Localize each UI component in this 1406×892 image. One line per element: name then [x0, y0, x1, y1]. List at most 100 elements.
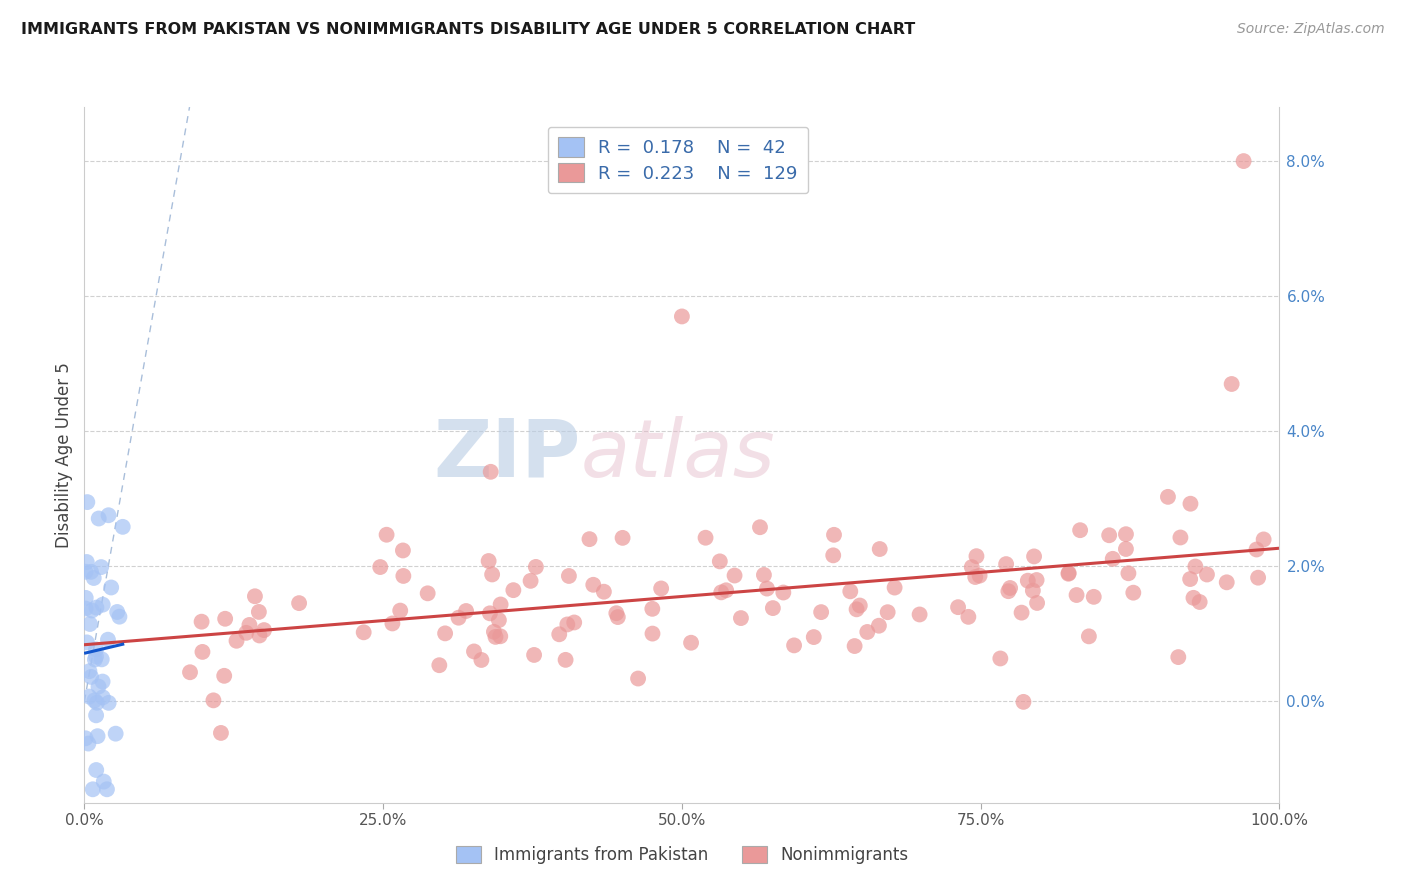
- Point: [90, 652, 112, 666]
- Point: [582, 578, 605, 592]
- Point: [105, 605, 128, 619]
- Point: [593, 584, 616, 599]
- Point: [83, 693, 105, 707]
- Point: [87, 511, 110, 525]
- Point: [381, 616, 404, 631]
- Point: [1157, 490, 1180, 504]
- Point: [470, 653, 492, 667]
- Point: [97, 632, 120, 647]
- Point: [998, 581, 1021, 595]
- Point: [995, 557, 1018, 571]
- Point: [482, 624, 505, 639]
- Point: [1182, 591, 1205, 605]
- Point: [519, 574, 541, 588]
- Point: [1026, 596, 1049, 610]
- Point: [1101, 551, 1123, 566]
- Point: [1012, 695, 1035, 709]
- Point: [1011, 606, 1033, 620]
- Point: [235, 625, 257, 640]
- Point: [849, 599, 872, 613]
- Point: [253, 623, 276, 637]
- Point: [1022, 583, 1045, 598]
- Point: [82, 782, 104, 797]
- Point: [83, 652, 105, 666]
- Point: [353, 625, 375, 640]
- Point: [76, 495, 98, 509]
- Point: [1232, 154, 1256, 169]
- Text: Source: ZipAtlas.com: Source: ZipAtlas.com: [1237, 22, 1385, 37]
- Point: [730, 611, 752, 625]
- Point: [1195, 567, 1218, 582]
- Point: [823, 528, 845, 542]
- Point: [1057, 566, 1080, 581]
- Point: [839, 584, 862, 599]
- Point: [1170, 531, 1192, 545]
- Text: atlas: atlas: [581, 416, 775, 494]
- Point: [416, 586, 439, 600]
- Point: [80, 670, 103, 684]
- Point: [75, 731, 97, 746]
- Point: [681, 636, 703, 650]
- Point: [997, 584, 1019, 599]
- Point: [988, 651, 1011, 665]
- Point: [83, 571, 105, 585]
- Point: [90, 560, 112, 574]
- Point: [1022, 549, 1045, 564]
- Point: [946, 600, 969, 615]
- Point: [557, 617, 579, 632]
- Point: [209, 726, 232, 740]
- Point: [965, 549, 987, 564]
- Point: [481, 567, 503, 582]
- Point: [883, 581, 905, 595]
- Point: [489, 629, 512, 643]
- Point: [1180, 497, 1202, 511]
- Y-axis label: Disability Age Under 5: Disability Age Under 5: [55, 362, 73, 548]
- Point: [749, 520, 772, 534]
- Point: [710, 585, 733, 599]
- Point: [77, 737, 100, 751]
- Point: [77, 690, 100, 704]
- Point: [627, 672, 650, 686]
- Point: [100, 581, 122, 595]
- Point: [243, 589, 266, 603]
- Point: [969, 568, 991, 582]
- Point: [478, 554, 501, 568]
- Point: [84, 708, 107, 723]
- Point: [1188, 595, 1211, 609]
- Point: [1098, 528, 1121, 542]
- Point: [75, 565, 97, 579]
- Point: [1178, 572, 1201, 586]
- Point: [1115, 541, 1137, 556]
- Point: [876, 605, 898, 619]
- Point: [554, 653, 576, 667]
- Point: [1215, 575, 1237, 590]
- Point: [93, 774, 115, 789]
- Point: [488, 613, 510, 627]
- Point: [214, 612, 236, 626]
- Point: [84, 763, 107, 777]
- Point: [389, 604, 412, 618]
- Point: [1184, 559, 1206, 574]
- Point: [86, 600, 108, 615]
- Point: [238, 618, 260, 632]
- Point: [1066, 588, 1088, 602]
- Point: [247, 605, 270, 619]
- Point: [558, 569, 581, 583]
- Point: [723, 568, 745, 582]
- Text: IMMIGRANTS FROM PAKISTAN VS NONIMMIGRANTS DISABILITY AGE UNDER 5 CORRELATION CHA: IMMIGRANTS FROM PAKISTAN VS NONIMMIGRANT…: [21, 22, 915, 37]
- Point: [695, 531, 717, 545]
- Point: [605, 606, 627, 620]
- Point: [84, 649, 107, 664]
- Point: [1115, 527, 1137, 541]
- Point: [79, 664, 101, 678]
- Point: [249, 628, 271, 642]
- Point: [456, 604, 478, 618]
- Point: [845, 602, 868, 616]
- Point: [1247, 571, 1270, 585]
- Point: [755, 582, 778, 596]
- Point: [288, 596, 311, 610]
- Point: [957, 610, 980, 624]
- Point: [709, 554, 731, 568]
- Point: [714, 583, 737, 598]
- Point: [479, 465, 502, 479]
